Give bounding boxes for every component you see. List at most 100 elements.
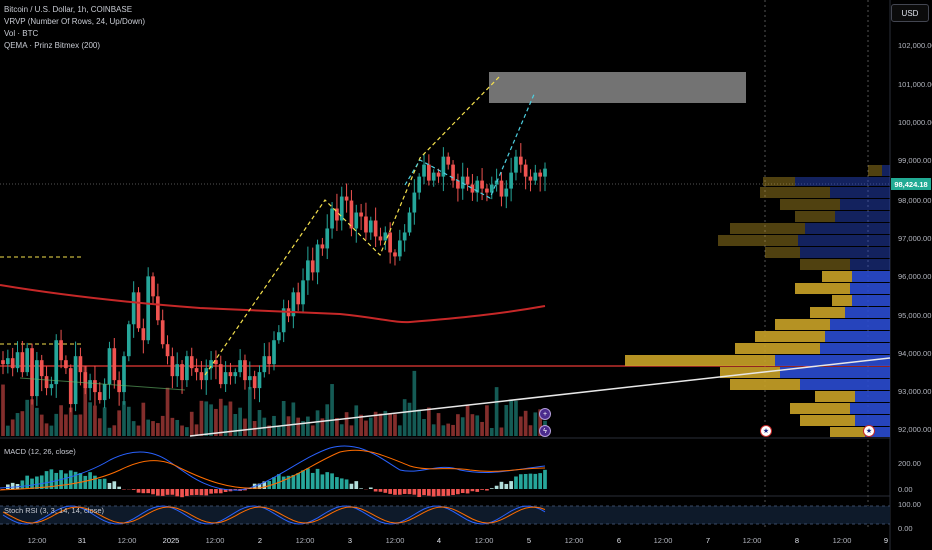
volume-profile-down <box>800 247 890 258</box>
macd-bar <box>436 489 441 496</box>
volume-bar <box>146 419 151 436</box>
volume-bar <box>480 421 484 436</box>
candle <box>494 180 499 185</box>
candle <box>223 372 228 385</box>
macd-bar <box>339 478 344 489</box>
volume-profile-down <box>850 259 890 270</box>
macd-bar <box>204 489 209 496</box>
volume-bar <box>281 400 286 436</box>
candle <box>146 276 151 341</box>
volume-bar <box>378 413 383 436</box>
symbol-title[interactable]: Bitcoin / U.S. Dollar, 1h, COINBASE <box>4 5 133 14</box>
time-tick: 12:00 <box>385 536 405 545</box>
macd-bar <box>538 473 542 489</box>
bolt-event-icon[interactable]: ϟ <box>539 425 551 437</box>
macd-bar <box>543 469 547 489</box>
indicator-qema[interactable]: QEMA · Prinz Bitmex (200) <box>4 41 101 50</box>
target-box <box>489 72 746 103</box>
candle <box>93 380 97 393</box>
candle <box>88 380 92 389</box>
candle <box>325 228 330 249</box>
candle <box>470 184 475 193</box>
volume-bar <box>122 401 126 436</box>
macd-bar <box>117 486 121 489</box>
candle <box>78 356 83 373</box>
time-tick: 4 <box>436 536 442 545</box>
macd-bar <box>460 489 465 494</box>
macd-bar <box>272 477 276 489</box>
time-tick: 12:00 <box>564 536 584 545</box>
macd-bar <box>281 476 286 489</box>
volume-profile-up <box>730 223 805 234</box>
candle <box>199 372 204 381</box>
bolt-event-icon[interactable]: + <box>539 408 551 420</box>
us-flag-event-icon[interactable]: ★ <box>863 425 875 437</box>
volume-bar <box>412 370 417 436</box>
candle <box>509 172 513 189</box>
volume-profile-down <box>865 427 890 437</box>
candle <box>417 176 422 193</box>
price-tick: 101,000.00 <box>898 80 932 89</box>
macd-bar <box>141 489 146 494</box>
price-tick: 92,000.00 <box>898 425 932 434</box>
volume-profile-up <box>800 415 855 426</box>
candle <box>349 200 354 229</box>
volume-bar <box>427 407 431 436</box>
candle <box>397 240 402 257</box>
macd-bar <box>320 474 325 489</box>
stoch-label[interactable]: Stoch RSI (3, 3, 14, 14, close) <box>4 506 105 515</box>
macd-bar <box>368 487 373 489</box>
volume-bar <box>422 419 426 436</box>
price-tick: 95,000.00 <box>898 311 932 320</box>
macd-bar <box>10 482 15 489</box>
candle <box>267 356 271 365</box>
currency-button[interactable]: USD <box>891 4 929 22</box>
volume-profile-up <box>755 331 825 342</box>
macd-bar <box>107 482 112 489</box>
time-tick: 9 <box>883 536 889 545</box>
candle <box>126 324 131 357</box>
volume-bar <box>456 414 460 436</box>
volume-profile-up <box>790 403 850 414</box>
trend-line-green <box>19 377 186 391</box>
volume-bar <box>233 413 238 436</box>
price-tick: 102,000.00 <box>898 41 932 50</box>
volume-bar <box>262 417 267 436</box>
time-tick: 12:00 <box>117 536 137 545</box>
volume-profile-up <box>720 367 780 378</box>
candle <box>436 172 441 177</box>
macd-bar <box>397 489 402 495</box>
volume-bar <box>397 425 402 436</box>
macd-bar <box>165 489 170 495</box>
time-tick: 7 <box>705 536 711 545</box>
volume-bar <box>97 418 102 436</box>
volume-profile-down <box>825 331 890 342</box>
volume-bar <box>68 407 73 436</box>
candle <box>475 180 480 193</box>
volume-bar <box>446 423 451 436</box>
candle <box>281 308 286 333</box>
volume-bar <box>465 404 470 436</box>
macd-label[interactable]: MACD (12, 26, close) <box>4 447 76 456</box>
price-tick: 94,000.00 <box>898 349 932 358</box>
time-tick: 12:00 <box>295 536 315 545</box>
volume-profile-down <box>852 295 890 306</box>
volume-profile-up <box>822 271 852 282</box>
us-flag-event-icon[interactable]: ★ <box>760 425 772 437</box>
candle <box>499 180 504 197</box>
indicator-vol[interactable]: Vol · BTC <box>4 29 39 38</box>
volume-profile-up <box>868 165 882 176</box>
indicator-vrvp[interactable]: VRVP (Number Of Rows, 24, Up/Down) <box>4 17 146 26</box>
volume-bar <box>88 402 92 436</box>
macd-bar <box>233 489 238 490</box>
candle <box>122 356 126 393</box>
macd-bar <box>446 489 451 496</box>
candle <box>465 176 470 185</box>
volume-bar <box>64 414 68 436</box>
volume-bar <box>431 424 436 436</box>
volume-bar <box>131 421 136 436</box>
volume-bar <box>533 412 538 436</box>
time-tick: 12:00 <box>653 536 673 545</box>
macd-bar <box>378 489 383 492</box>
